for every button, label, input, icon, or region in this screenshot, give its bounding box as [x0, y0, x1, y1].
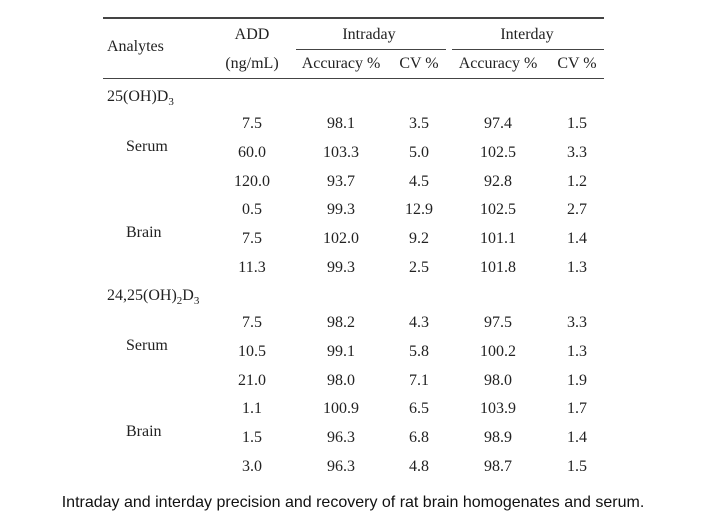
interday-underline: [452, 49, 604, 50]
header-interday: Interday: [500, 26, 554, 43]
cell-interday-accuracy: 98.9: [484, 429, 512, 447]
intraday-underline: [296, 49, 446, 50]
cell-interday-cv: 3.3: [567, 314, 587, 331]
cell-interday-accuracy: 98.7: [484, 458, 512, 475]
cell-intraday-accuracy: 100.9: [323, 400, 359, 418]
cell-intraday-cv: 6.5: [409, 400, 429, 418]
cell-intraday-accuracy: 96.3: [327, 429, 355, 447]
cell-add-value: 10.5: [238, 342, 266, 360]
top-rule: [103, 17, 604, 19]
cell-add-value: 1.5: [242, 429, 262, 447]
cell-add-value: 0.5: [242, 201, 262, 219]
cell-add-value: 7.5: [242, 230, 262, 248]
cell-interday-cv: 1.4: [567, 230, 587, 248]
cell-interday-accuracy: 103.9: [480, 400, 516, 418]
cell-intraday-cv: 6.8: [409, 429, 429, 447]
cell-intraday-accuracy: 99.3: [327, 201, 355, 219]
cell-intraday-cv: 3.5: [409, 115, 429, 132]
cell-add-value: 11.3: [238, 259, 266, 276]
header-rule: [103, 78, 604, 79]
cell-interday-accuracy: 100.2: [480, 342, 516, 360]
cell-intraday-accuracy: 98.0: [327, 371, 355, 389]
cell-add-value: 7.5: [242, 115, 262, 132]
cell-intraday-cv: 4.5: [409, 172, 429, 190]
group-label: Serum: [126, 138, 168, 156]
cell-intraday-accuracy: 96.3: [327, 458, 355, 475]
cell-intraday-cv: 12.9: [405, 201, 433, 219]
cell-add-value: 120.0: [234, 172, 270, 190]
cell-interday-cv: 1.3: [567, 259, 587, 276]
cell-intraday-accuracy: 98.1: [327, 115, 355, 132]
cell-interday-accuracy: 102.5: [480, 201, 516, 219]
header-analytes: Analytes: [107, 38, 164, 55]
cell-interday-cv: 1.9: [567, 371, 587, 389]
header-intraday-cv: CV %: [399, 55, 439, 72]
cell-intraday-accuracy: 102.0: [323, 230, 359, 248]
header-intraday-accuracy: Accuracy %: [301, 55, 381, 72]
cell-intraday-cv: 7.1: [409, 371, 429, 389]
cell-intraday-cv: 9.2: [409, 230, 429, 248]
cell-add-value: 7.5: [242, 314, 262, 331]
cell-interday-cv: 1.3: [567, 342, 587, 360]
cell-interday-cv: 2.7: [567, 201, 587, 219]
group-label: Brain: [126, 224, 162, 242]
cell-intraday-cv: 4.3: [409, 314, 429, 331]
section-title: 25(OH)D3: [107, 88, 174, 108]
table-caption: Intraday and interday precision and reco…: [61, 494, 645, 511]
cell-interday-cv: 3.3: [567, 143, 587, 161]
cell-intraday-accuracy: 99.1: [327, 342, 355, 360]
cell-interday-accuracy: 97.5: [484, 314, 512, 331]
cell-interday-accuracy: 102.5: [480, 143, 516, 161]
cell-intraday-accuracy: 93.7: [327, 172, 355, 190]
cell-intraday-accuracy: 98.2: [327, 314, 355, 331]
cell-intraday-cv: 5.0: [409, 143, 429, 161]
cell-add-value: 60.0: [238, 143, 266, 161]
section-title: 24,25(OH)2D3: [107, 287, 200, 307]
header-interday-cv: CV %: [557, 55, 597, 72]
group-label: Brain: [126, 423, 162, 441]
cell-intraday-accuracy: 99.3: [327, 259, 355, 276]
cell-add-value: 1.1: [242, 400, 262, 418]
cell-intraday-cv: 2.5: [409, 259, 429, 276]
cell-interday-accuracy: 101.1: [480, 230, 516, 248]
cell-interday-cv: 1.2: [567, 172, 587, 190]
header-intraday: Intraday: [342, 26, 396, 43]
header-interday-accuracy: Accuracy %: [458, 55, 538, 72]
cell-intraday-cv: 4.8: [409, 458, 429, 475]
group-label: Serum: [126, 337, 168, 355]
cell-add-value: 21.0: [238, 371, 266, 389]
header-add-unit: (ng/mL): [225, 55, 279, 72]
cell-add-value: 3.0: [242, 458, 262, 475]
cell-interday-accuracy: 92.8: [484, 172, 512, 190]
cell-interday-accuracy: 97.4: [484, 115, 512, 132]
cell-interday-accuracy: 98.0: [484, 371, 512, 389]
precision-table: Analytes ADD (ng/mL) Intraday Interday A…: [103, 17, 604, 475]
cell-interday-cv: 1.5: [567, 458, 587, 475]
cell-interday-accuracy: 101.8: [480, 259, 516, 276]
cell-intraday-accuracy: 103.3: [323, 143, 359, 161]
cell-intraday-cv: 5.8: [409, 342, 429, 360]
cell-interday-cv: 1.4: [567, 429, 587, 447]
header-add: ADD: [234, 26, 270, 43]
cell-interday-cv: 1.7: [567, 400, 587, 418]
cell-interday-cv: 1.5: [567, 115, 587, 132]
